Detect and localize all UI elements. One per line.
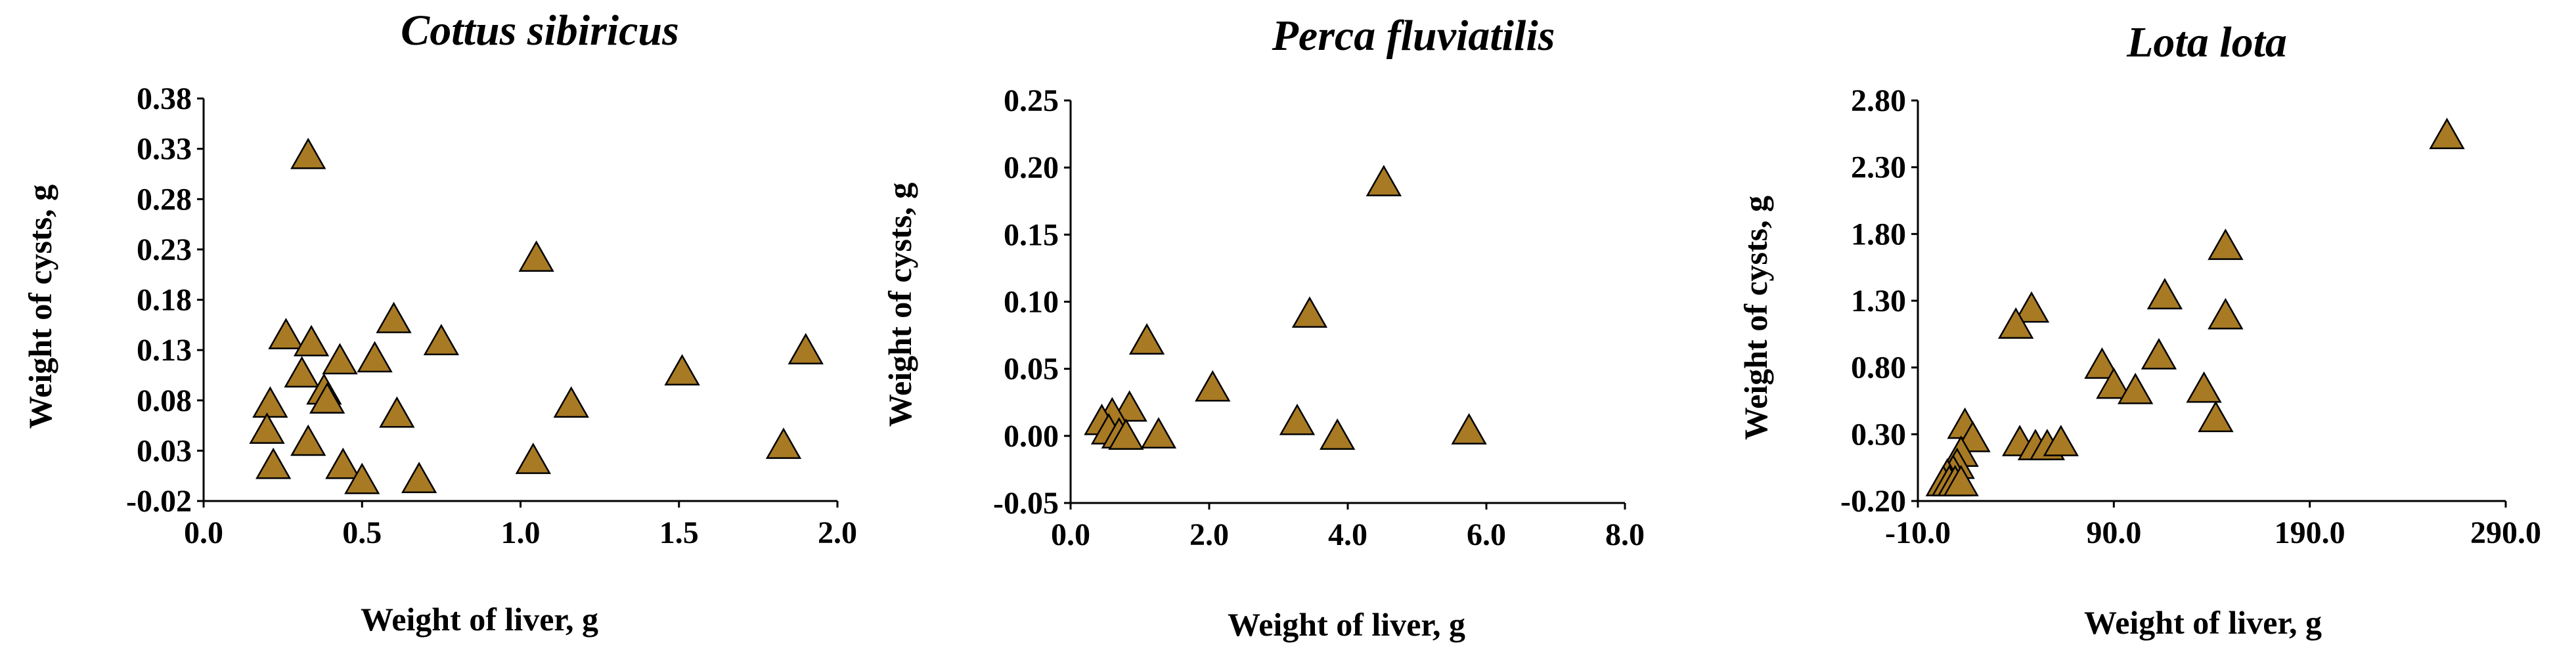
data-point-triangle: [2118, 372, 2154, 404]
y-axis-label: Weight of cysts, g: [881, 183, 918, 427]
data-point-triangle: [268, 318, 304, 349]
data-point-triangle: [788, 333, 824, 364]
data-point-triangle: [2198, 401, 2234, 433]
y-tick-label: 0.00: [1004, 419, 1059, 454]
y-tick-label: 2.80: [1851, 83, 1906, 118]
data-point-triangle: [2043, 424, 2079, 456]
chart-title: Perca fluviatilis: [1272, 12, 1555, 60]
x-tick-label: 190.0: [2275, 515, 2345, 550]
data-point-triangle: [518, 240, 554, 272]
x-axis-label: Weight of liver, g: [2084, 604, 2322, 641]
chart-panel-perca-fluviatilis: Perca fluviatilis Weight of liver, g Wei…: [881, 12, 1645, 643]
data-point-triangle: [2186, 371, 2222, 403]
chart-panel-cottus-sibiricus: Cottus sibiricus Weight of liver, g Weig…: [22, 7, 857, 638]
y-tick-label: 0.03: [137, 433, 192, 468]
data-point-triangle: [2013, 291, 2050, 323]
y-tick-label: 0.30: [1851, 417, 1906, 452]
chart-panel-lota-lota: Lota lota Weight of liver, g Weight of c…: [1737, 18, 2541, 641]
data-point-triangle: [322, 343, 358, 375]
y-tick-label: 0.05: [1004, 352, 1059, 387]
data-point-triangle: [2208, 229, 2244, 260]
x-tick-label: 1.0: [501, 515, 541, 550]
data-point-triangle: [1108, 418, 1144, 450]
y-tick-label: 0.20: [1004, 150, 1059, 185]
x-tick-label: 90.0: [2086, 515, 2141, 550]
data-point-triangle: [1366, 165, 1402, 196]
y-tick-label: 1.30: [1851, 284, 1906, 318]
data-point-triangle: [252, 386, 288, 418]
y-tick-label: -0.05: [993, 486, 1059, 521]
y-tick-label: 2.30: [1851, 150, 1906, 185]
x-tick-label: 4.0: [1328, 517, 1367, 552]
x-tick-label: 8.0: [1605, 517, 1645, 552]
data-point-triangle: [249, 412, 285, 444]
y-tick-label: 0.13: [137, 333, 192, 368]
x-tick-label: 6.0: [1467, 517, 1506, 552]
y-tick-label: 0.38: [137, 81, 192, 116]
y-tick-label: 0.23: [137, 232, 192, 267]
y-tick-label: 0.25: [1004, 83, 1059, 118]
chart-title: Lota lota: [2126, 18, 2287, 66]
x-axis-label: Weight of liver, g: [361, 601, 598, 638]
data-point-triangle: [293, 324, 330, 357]
data-point-triangle: [2096, 367, 2132, 399]
y-axis-label: Weight of cysts, g: [22, 185, 58, 429]
data-point-triangle: [1195, 370, 1231, 402]
data-point-triangle: [401, 462, 437, 494]
y-tick-label: 0.15: [1004, 217, 1059, 252]
data-point-triangle: [553, 386, 589, 418]
y-tick-label: 0.28: [137, 182, 192, 217]
data-point-triangle: [2146, 278, 2183, 310]
data-point-triangle: [2084, 347, 2120, 379]
y-axis-label: Weight of cysts, g: [1737, 196, 1774, 440]
y-tick-label: 0.10: [1004, 285, 1059, 320]
data-point-triangle: [1279, 403, 1316, 435]
data-point-triangle: [344, 462, 380, 494]
data-point-triangle: [1140, 417, 1177, 448]
data-point-triangle: [1943, 464, 1979, 496]
y-tick-label: 0.18: [137, 283, 192, 318]
data-point-triangle: [765, 427, 802, 459]
y-tick-label: 0.33: [137, 132, 192, 167]
y-tick-label: 0.80: [1851, 351, 1906, 385]
x-tick-label: 2.0: [1189, 517, 1229, 552]
data-point-triangle: [2208, 297, 2244, 330]
data-point-triangle: [515, 443, 551, 474]
x-tick-label: 0.0: [1051, 517, 1090, 552]
y-tick-label: 1.80: [1851, 217, 1906, 251]
x-tick-label: 290.0: [2470, 515, 2541, 550]
data-point-triangle: [379, 396, 415, 428]
data-point-triangle: [290, 424, 326, 456]
chart-title: Cottus sibiricus: [401, 7, 679, 54]
data-point-triangle: [2141, 338, 2177, 370]
data-point-triangle: [664, 354, 700, 386]
data-point-triangle: [1291, 296, 1328, 328]
data-point-triangle: [309, 382, 345, 414]
x-tick-label: 0.5: [342, 515, 382, 550]
y-tick-label: 0.08: [137, 383, 192, 418]
x-tick-label: 2.0: [818, 515, 857, 550]
data-point-triangle: [1320, 418, 1356, 450]
data-point-triangle: [1128, 323, 1165, 355]
data-point-triangle: [255, 447, 292, 479]
x-axis-label: Weight of liver, g: [1228, 606, 1465, 643]
data-point-triangle: [290, 137, 326, 169]
x-tick-label: 0.0: [184, 515, 223, 550]
data-point-triangle: [284, 356, 320, 388]
data-point-triangle: [325, 447, 361, 479]
y-tick-label: -0.20: [1840, 484, 1906, 519]
x-tick-label: 1.5: [659, 515, 699, 550]
y-tick-label: -0.02: [126, 484, 192, 519]
data-point-triangle: [423, 324, 460, 356]
x-tick-label: -10.0: [1885, 515, 1951, 550]
data-point-triangle: [1998, 307, 2034, 339]
data-point-triangle: [1451, 413, 1487, 445]
data-point-triangle: [2429, 118, 2465, 150]
data-point-triangle: [376, 301, 412, 334]
data-point-triangle: [357, 341, 393, 373]
